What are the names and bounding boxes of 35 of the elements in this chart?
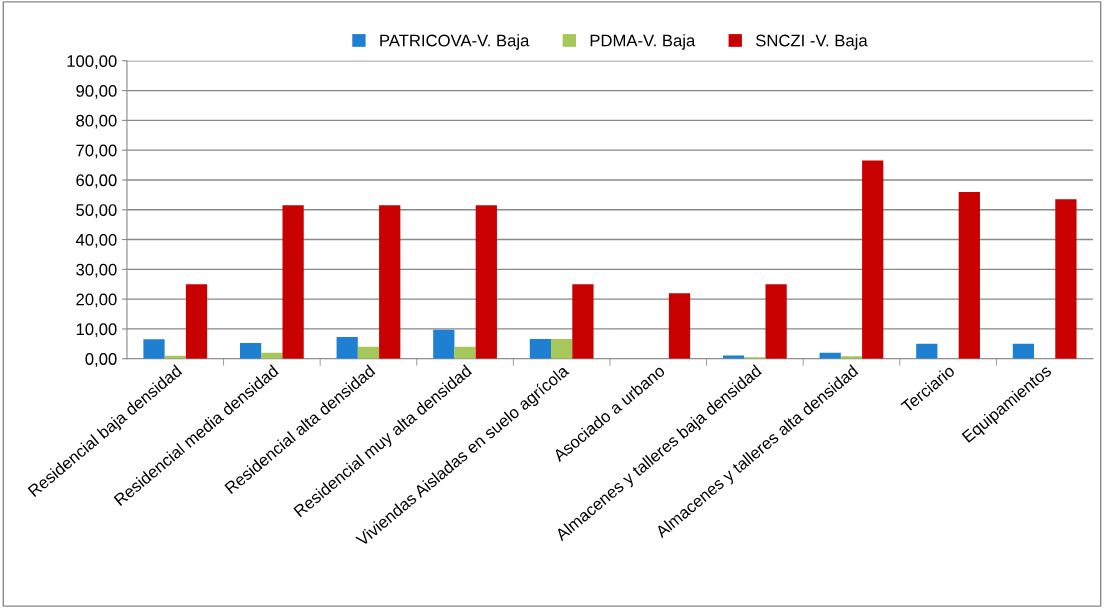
bar <box>572 284 594 359</box>
y-tick-label: 0,00 <box>85 353 117 367</box>
bar <box>379 205 401 359</box>
bar <box>668 293 691 359</box>
bar <box>1055 199 1077 359</box>
bar <box>475 205 497 359</box>
bar <box>143 339 165 359</box>
bar <box>185 284 208 359</box>
y-tick-label: 100,00 <box>67 55 117 69</box>
bar <box>239 342 262 359</box>
y-tick-label: 30,00 <box>76 263 117 278</box>
y-tick-label: 20,00 <box>76 293 117 308</box>
bar <box>722 355 745 359</box>
bar <box>282 205 304 359</box>
bar <box>551 339 573 359</box>
bar <box>529 339 552 359</box>
bar <box>433 329 455 359</box>
y-tick-label: 70,00 <box>76 144 117 159</box>
y-tick-label: 80,00 <box>76 114 117 129</box>
bar <box>1012 343 1035 359</box>
y-tick-label: 10,00 <box>76 323 117 338</box>
bar <box>916 343 938 359</box>
y-tick-label: 50,00 <box>76 204 117 218</box>
y-tick-label: 90,00 <box>76 84 117 99</box>
y-tick-label: 40,00 <box>75 233 117 248</box>
bar <box>357 346 380 359</box>
legend-label: PATRICOVA-V. Baja <box>380 34 530 50</box>
bar <box>765 284 787 359</box>
bar <box>454 346 476 359</box>
bar <box>862 160 884 359</box>
y-tick-label: 60,00 <box>76 174 117 189</box>
legend-label: SNCZI -V. Baja <box>756 34 868 50</box>
legend-label: PDMA-V. Baja <box>590 34 696 50</box>
bar <box>336 336 358 359</box>
bar <box>958 191 980 359</box>
